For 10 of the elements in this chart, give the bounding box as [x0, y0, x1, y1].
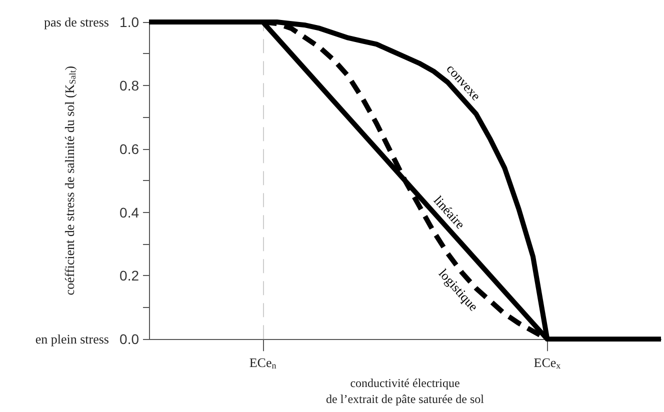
y-tick-label: 0.2	[120, 268, 140, 284]
y-tick-label: 0.4	[120, 204, 140, 220]
x-axis-title: conductivité électrique de l’extrait de pâte saturée de sol	[326, 376, 485, 406]
y-tick-label: 0.6	[120, 140, 140, 157]
text: en plein stress	[35, 332, 109, 347]
y-tick-label: 1.0	[120, 14, 140, 30]
y-tick-label: 0.0	[120, 331, 140, 348]
y-tick-label: 0.8	[120, 77, 140, 94]
y-axis-title: coéfficient de stress de salinité du sol (KSalt)	[62, 66, 78, 296]
text: pas de stress	[44, 14, 109, 30]
